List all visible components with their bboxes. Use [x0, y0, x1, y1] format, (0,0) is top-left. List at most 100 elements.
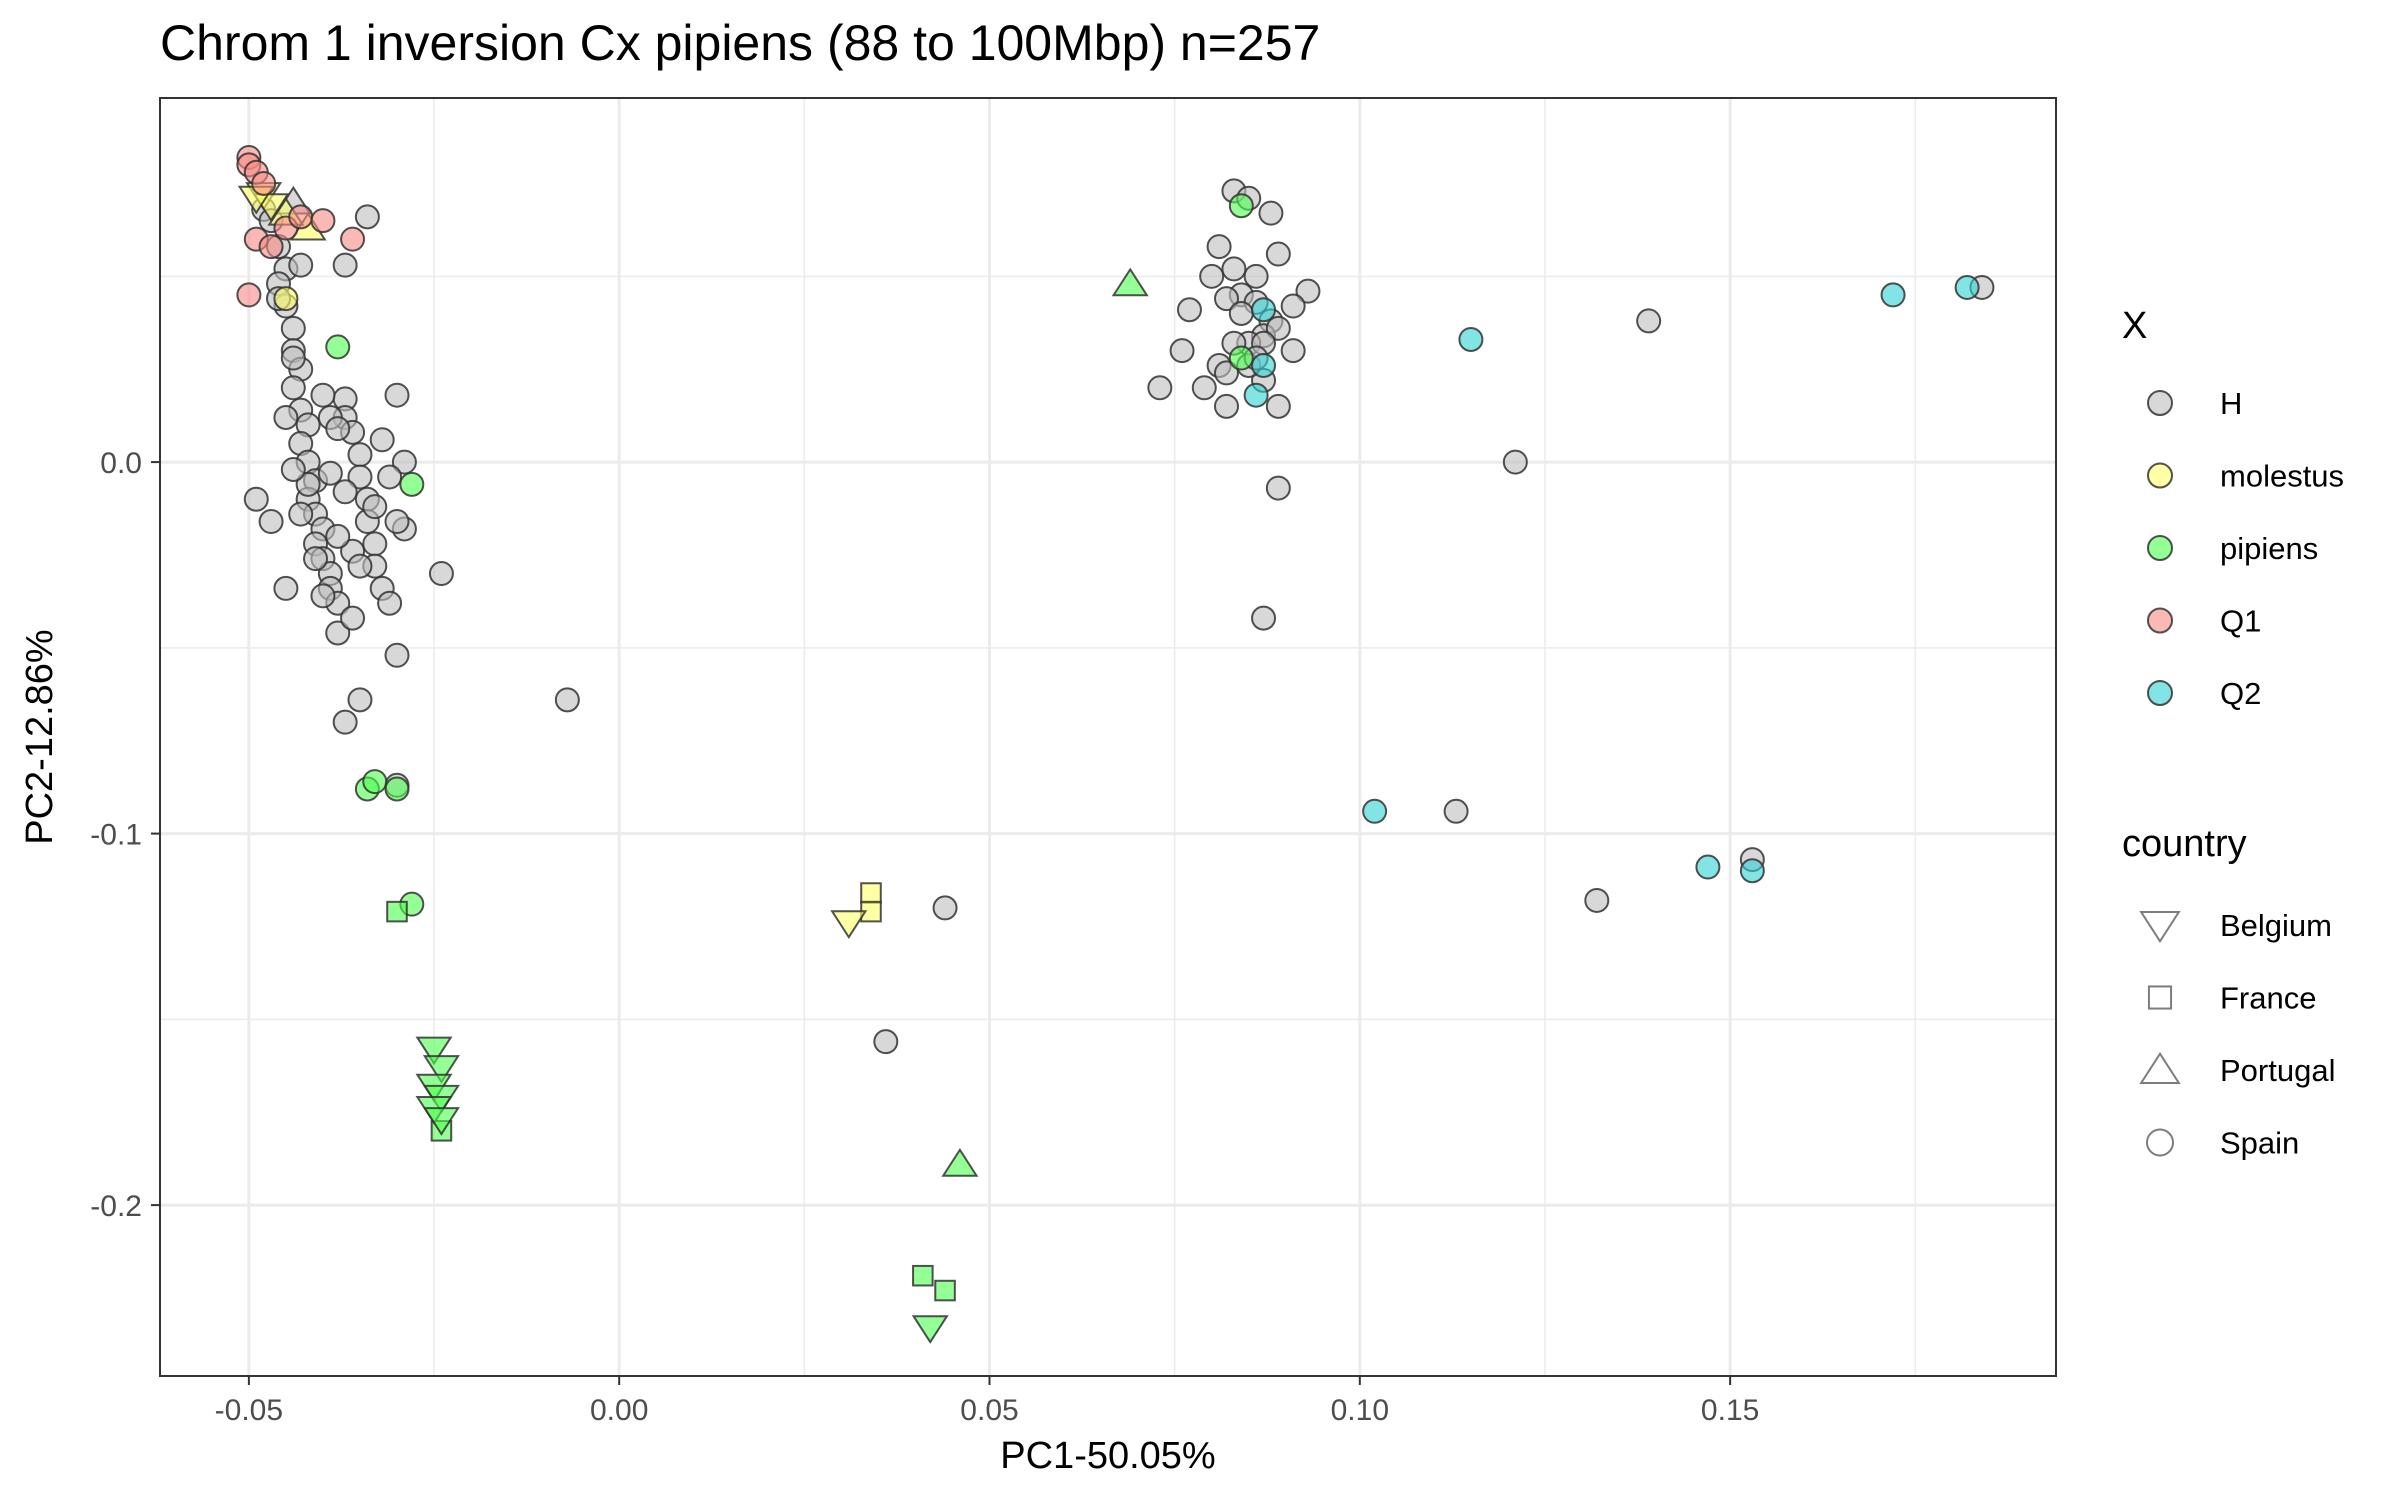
data-point: [1191, 375, 1217, 401]
data-point: [243, 486, 269, 512]
legend-shape-entries: Belgium France Portugal Spain: [2139, 908, 2335, 1161]
data-point: [1111, 267, 1149, 297]
data-point: [1214, 286, 1239, 312]
data-point: [347, 464, 373, 490]
data-point: [1251, 297, 1277, 323]
plot-panel-border: [159, 97, 2057, 1377]
chart-title: Chrom 1 inversion Cx pipiens (88 to 100M…: [160, 15, 1320, 71]
data-points: [236, 144, 1995, 1344]
legend-shape-key: [2139, 1051, 2181, 1084]
data-point: [415, 1036, 453, 1066]
legend-color-key: [2147, 462, 2173, 489]
data-point: [911, 1315, 949, 1344]
data-point: [384, 509, 410, 535]
data-point: [310, 382, 336, 408]
legend-color-label: Q2: [2220, 676, 2261, 711]
data-point: [362, 769, 388, 795]
data-point: [258, 234, 284, 260]
legend-color-label: Q1: [2220, 604, 2261, 639]
data-point: [386, 900, 408, 923]
data-point: [1636, 308, 1662, 334]
data-point: [288, 252, 314, 278]
data-point: [354, 204, 380, 230]
data-point: [310, 583, 336, 609]
data-point: [1584, 887, 1610, 913]
x-tick-label: 0.10: [1331, 1394, 1389, 1427]
data-point: [362, 531, 388, 557]
data-point: [347, 687, 373, 713]
data-point: [1265, 241, 1291, 267]
data-point: [295, 471, 321, 497]
data-point: [1695, 854, 1721, 880]
y-axis-title: PC2-12.86%: [19, 629, 61, 844]
data-point: [1243, 382, 1269, 408]
data-point: [1228, 193, 1254, 219]
data-point: [830, 910, 868, 939]
data-point: [377, 464, 403, 490]
data-point: [941, 1148, 979, 1177]
data-point: [325, 334, 351, 360]
data-point: [1502, 449, 1528, 475]
data-point: [1443, 798, 1469, 824]
data-point: [251, 170, 277, 196]
x-tick-label: -0.05: [215, 1394, 283, 1427]
legend-shape-title: country: [2122, 823, 2247, 865]
legend-color-label: H: [2220, 386, 2242, 421]
data-point: [1214, 360, 1239, 386]
data-point: [288, 204, 314, 230]
legend-shape-label: Belgium: [2220, 908, 2332, 943]
data-point: [384, 382, 410, 408]
data-point: [1362, 798, 1388, 824]
data-point: [377, 590, 403, 616]
data-point: [860, 882, 882, 904]
data-point: [932, 895, 958, 921]
data-point: [347, 553, 373, 579]
data-point: [873, 1029, 899, 1055]
data-point: [347, 442, 373, 468]
data-point: [1228, 300, 1254, 326]
data-point: [1169, 338, 1195, 364]
data-point: [303, 546, 329, 572]
data-point: [1739, 858, 1765, 884]
y-tick-label: -0.1: [90, 819, 142, 852]
data-point: [1243, 263, 1269, 289]
data-point: [288, 501, 314, 527]
data-point: [1176, 297, 1202, 323]
data-point: [1147, 375, 1173, 401]
legend-shape-label: Spain: [2220, 1126, 2299, 1161]
x-tick-label: 0.15: [1701, 1394, 1759, 1427]
data-point: [1280, 293, 1306, 319]
data-point: [1295, 278, 1321, 304]
data-point: [384, 776, 410, 802]
x-tick-label: 0.00: [590, 1394, 648, 1427]
legend-color-label: molestus: [2220, 459, 2344, 494]
y-axis-ticks: -0.2 -0.1 0.0: [90, 447, 160, 1223]
legend-shape-label: Portugal: [2220, 1053, 2335, 1088]
data-point: [934, 1279, 956, 1302]
plot-background: [160, 98, 2056, 1376]
data-point: [325, 620, 351, 646]
legend-color-title: X: [2122, 305, 2147, 347]
data-point: [391, 449, 417, 475]
data-point: [1251, 352, 1277, 378]
y-tick-label: 0.0: [100, 447, 142, 480]
data-point: [280, 315, 306, 341]
data-point: [236, 282, 262, 308]
data-point: [325, 523, 351, 549]
data-point: [273, 286, 299, 312]
data-point: [340, 605, 366, 631]
data-point: [1228, 345, 1254, 371]
legend-shape-label: France: [2220, 981, 2316, 1016]
legend-color-key: [2147, 535, 2173, 561]
legend-color-key: [2147, 607, 2173, 634]
data-point: [1880, 282, 1906, 308]
data-point: [554, 687, 580, 713]
data-point: [1280, 338, 1306, 364]
data-point: [325, 416, 351, 442]
data-point: [384, 642, 410, 668]
data-point: [280, 457, 306, 483]
y-tick-label: -0.2: [90, 1190, 142, 1223]
